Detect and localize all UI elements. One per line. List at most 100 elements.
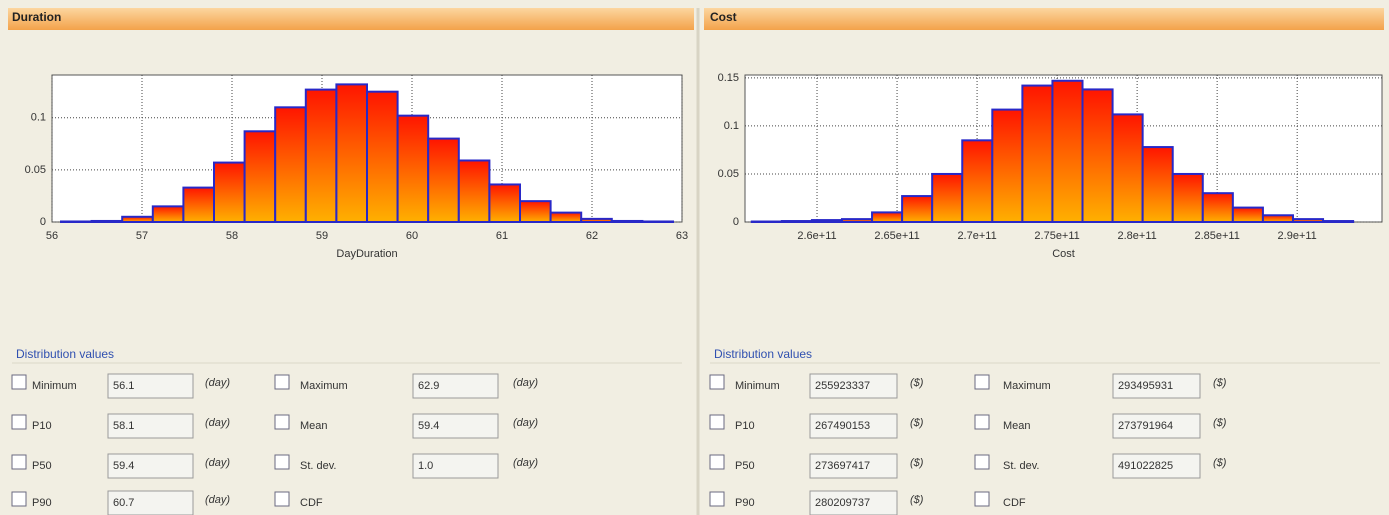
checkbox[interactable] [974,374,990,390]
checkbox[interactable] [11,414,27,430]
y-tick-label: 0 [733,216,739,228]
x-tick-label: 2.7e+11 [957,230,996,242]
histogram-bar [641,220,675,224]
x-tick-label: 62 [586,230,598,242]
x-tick-label: 61 [496,230,508,242]
histogram-bar [151,205,185,224]
checkbox[interactable] [274,454,290,470]
histogram-bar [1141,146,1174,223]
field-label: P10 [735,420,755,432]
histogram-bar [991,108,1024,223]
field-label: P10 [32,420,52,432]
checkbox[interactable] [709,491,725,507]
field-unit: ($) [910,457,924,469]
histogram-bar [519,200,552,224]
histogram-bar [580,217,613,224]
histogram-bar [1201,192,1234,223]
field-value: 280209737 [815,497,870,509]
histogram-bar [304,88,338,223]
histogram-bar [1231,206,1264,224]
field-label: Maximum [1003,380,1051,392]
field-label: St. dev. [300,460,336,472]
field-label: Minimum [32,380,77,392]
histogram-bar [274,106,307,223]
field-unit: (day) [205,417,230,429]
histogram-bar [121,215,154,223]
checkbox[interactable] [974,491,990,507]
field-value: 273791964 [1118,420,1173,432]
section-title: Distribution values [16,347,114,361]
histogram-bar [335,83,368,223]
checkbox[interactable] [274,414,290,430]
field-unit: ($) [910,417,924,429]
x-axis-label: Cost [1052,248,1075,260]
field-unit: (day) [513,417,538,429]
histogram-bar [780,220,813,223]
field-label: Mean [300,420,328,432]
field-unit: ($) [1213,457,1227,469]
x-tick-label: 56 [46,230,58,242]
x-tick-label: 2.85e+11 [1194,230,1239,242]
panel-header [8,8,694,30]
checkbox[interactable] [709,414,725,430]
x-tick-label: 63 [676,230,688,242]
field-value: 59.4 [113,460,134,472]
checkbox[interactable] [11,374,27,390]
checkbox[interactable] [974,414,990,430]
histogram-bar [457,159,491,224]
checkbox[interactable] [974,454,990,470]
histogram-bar [60,220,93,224]
x-axis-label: DayDuration [336,248,397,260]
text-field [107,453,194,479]
checkbox[interactable] [709,454,725,470]
histogram-bar [961,139,994,223]
x-tick-label: 57 [136,230,148,242]
field-label: CDF [300,497,323,509]
histogram-bar [182,186,215,224]
text-field [809,373,898,399]
text-field [107,490,194,515]
histogram-bar [1111,113,1144,223]
histogram-bar [840,218,874,223]
field-label: P50 [735,460,755,472]
checkbox[interactable] [11,491,27,507]
y-tick-label: 0.1 [31,112,46,124]
x-tick-label: 2.65e+11 [874,230,919,242]
checkbox[interactable] [274,491,290,507]
y-tick-label: 0.1 [724,120,739,132]
field-unit: (day) [205,494,230,506]
text-field [809,490,898,515]
histogram-bar [243,130,277,223]
field-unit: ($) [1213,377,1227,389]
histogram-bar [1081,88,1114,224]
checkbox[interactable] [11,454,27,470]
y-tick-label: 0.05 [718,168,739,180]
field-value: 267490153 [815,420,870,432]
field-label: P50 [32,460,52,472]
field-unit: ($) [910,377,924,389]
histogram-bar [213,161,246,223]
field-value: 58.1 [113,420,134,432]
histogram-bar [1171,172,1204,223]
histogram-bar [90,219,124,223]
field-value: 1.0 [418,460,433,472]
histogram-bar [366,90,399,224]
histogram-bar [396,114,430,223]
x-tick-label: 2.9e+11 [1278,230,1317,242]
field-value: 255923337 [815,380,870,392]
y-tick-label: 0.05 [25,164,46,176]
histogram-bar [1021,84,1054,223]
field-unit: (day) [513,457,538,469]
field-value: 59.4 [418,420,439,432]
panel-title: Cost [710,10,737,24]
text-field [809,413,898,439]
checkbox[interactable] [274,374,290,390]
histogram-bar [427,137,460,224]
field-label: Mean [1003,420,1031,432]
text-field [1112,453,1201,479]
histogram-bar [1322,220,1355,223]
histogram-bar [1261,214,1294,223]
checkbox[interactable] [709,374,725,390]
field-unit: ($) [1213,417,1227,429]
x-tick-label: 2.8e+11 [1117,230,1156,242]
